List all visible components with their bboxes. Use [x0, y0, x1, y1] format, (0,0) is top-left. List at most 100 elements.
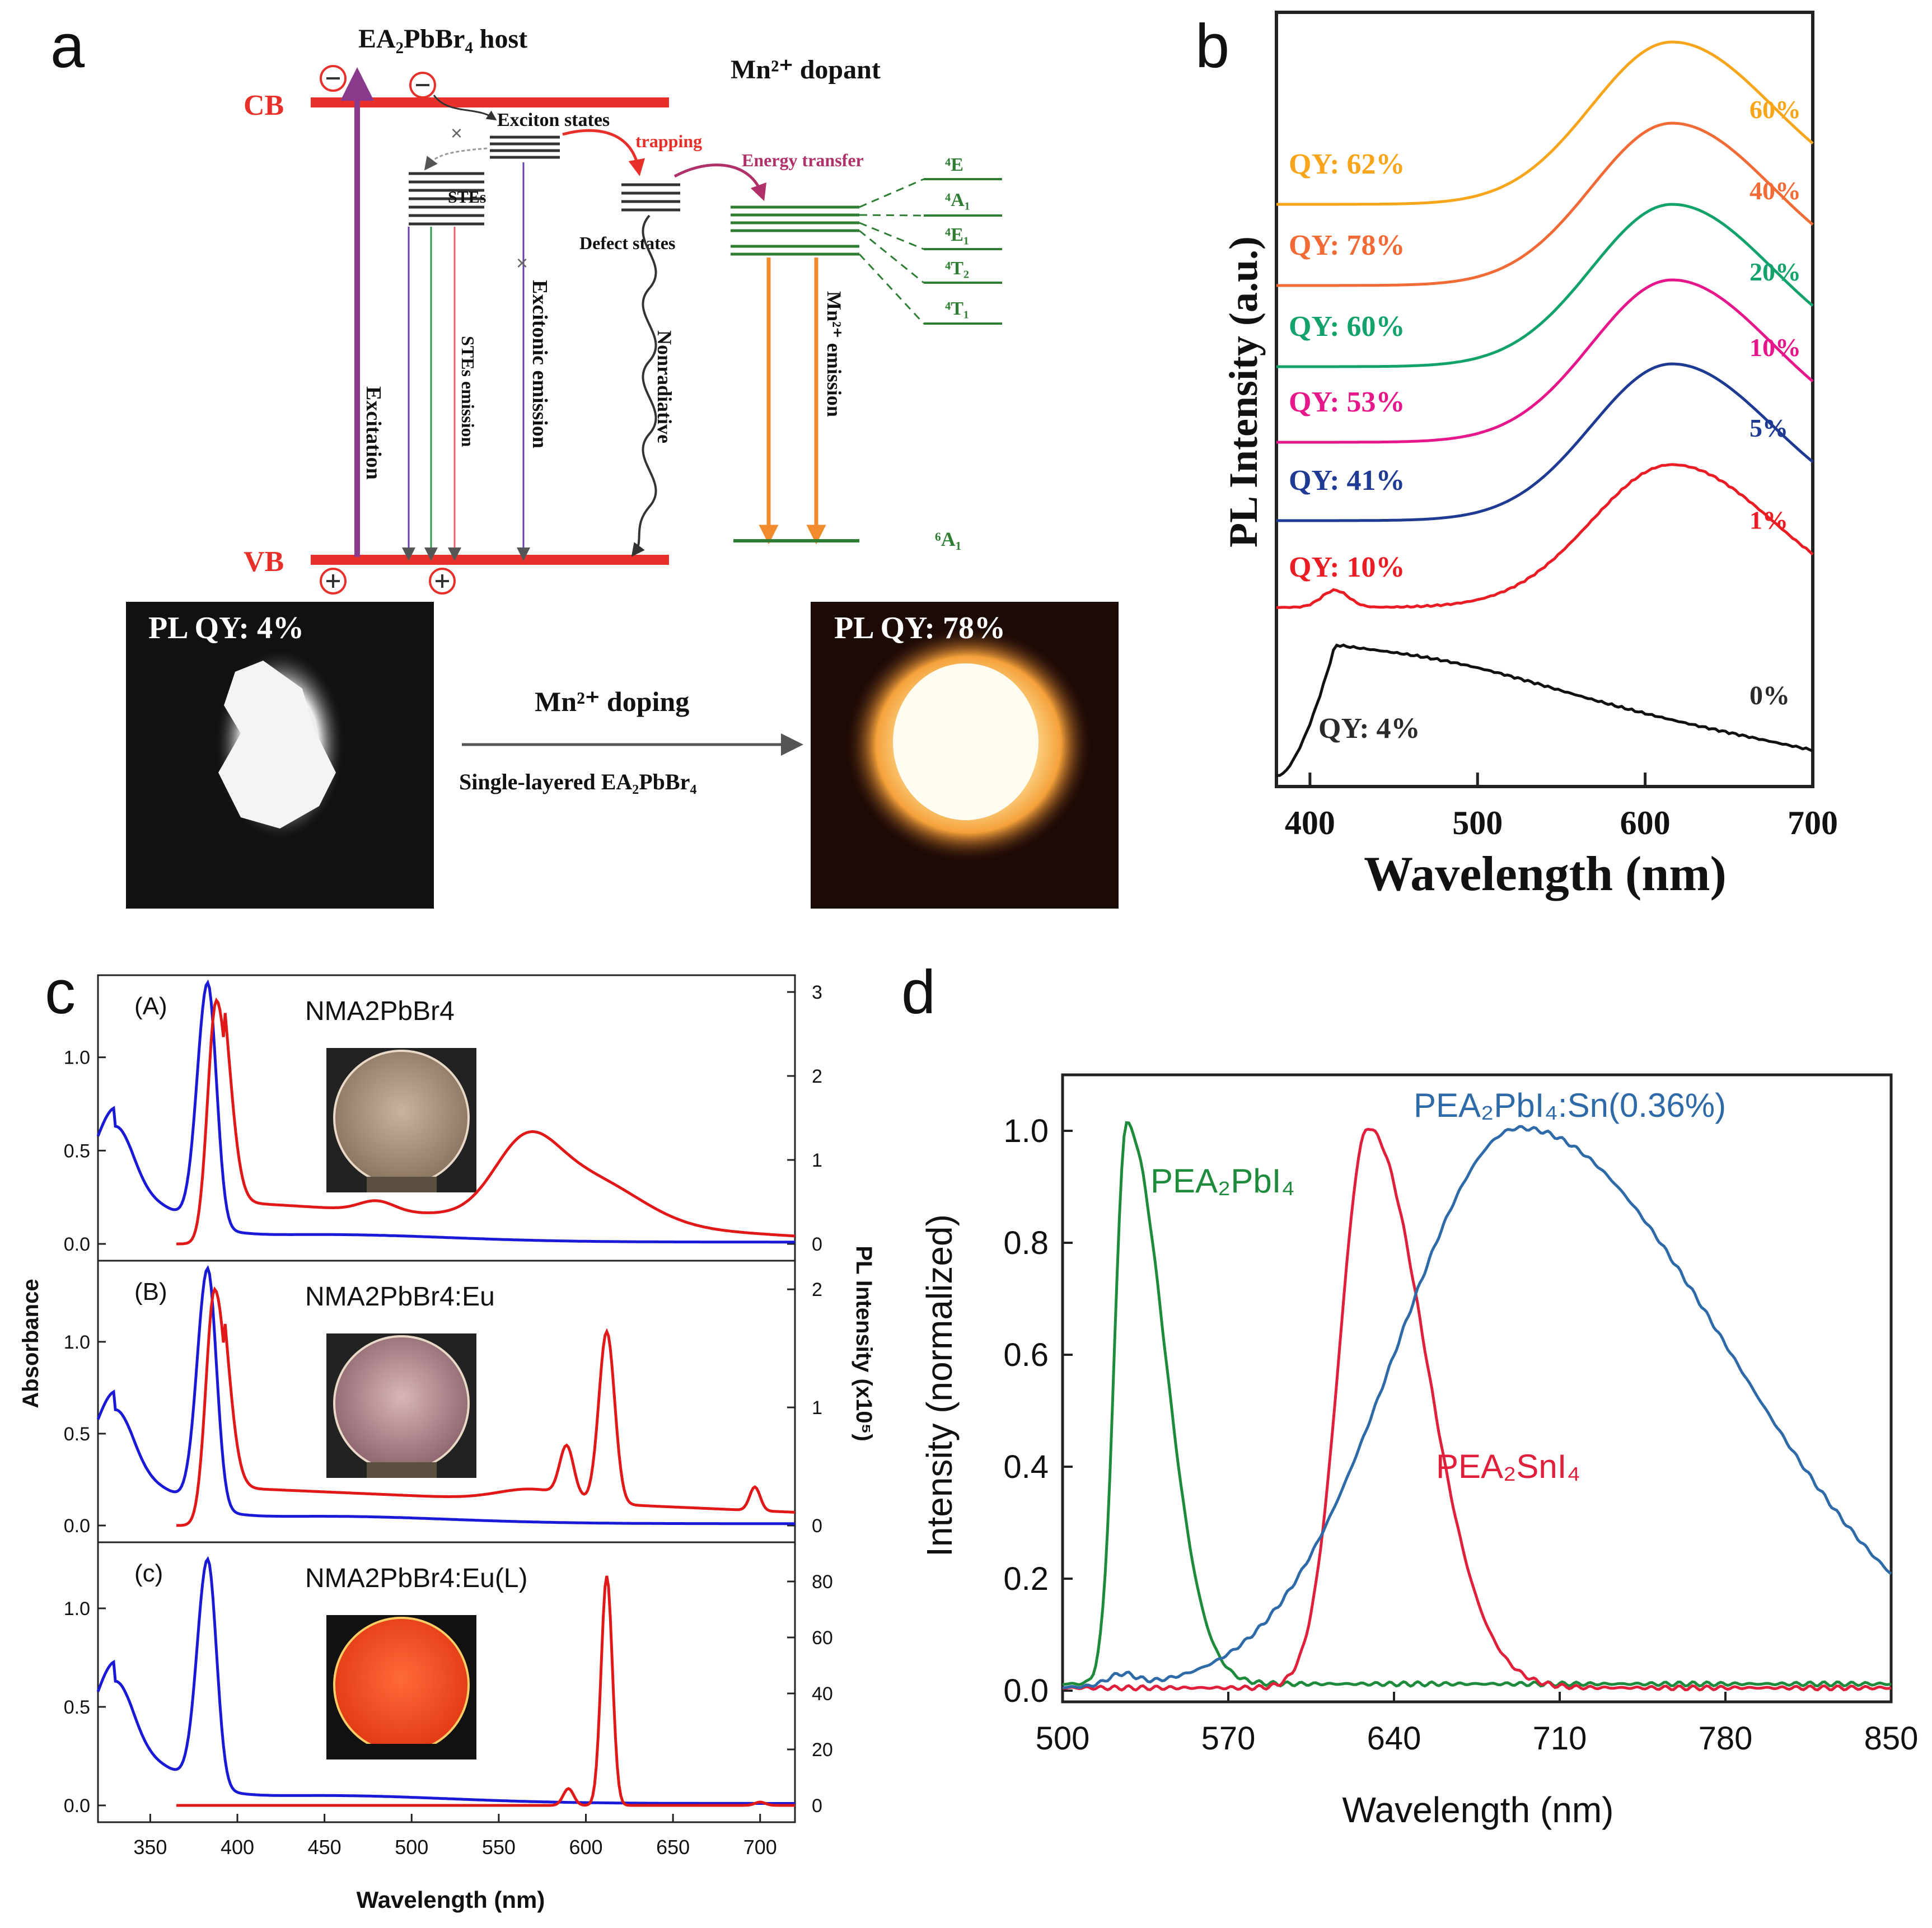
- defect-states-label: Defect states: [579, 233, 675, 253]
- xtick-label-c: 500: [395, 1836, 428, 1859]
- excitation-label: Excitation: [362, 386, 385, 480]
- y2tick-label-c: 3: [812, 982, 822, 1003]
- exciton-states: [490, 135, 560, 159]
- absorbance-line-1: [96, 1265, 795, 1525]
- panel-b: b PL Intensity (a.u.) Wavelength (nm) 40…: [1195, 11, 1838, 901]
- y2tick-label-c: 0: [812, 1795, 822, 1817]
- trapping-arrow: [562, 129, 645, 176]
- series-label-5%: 5%: [1749, 414, 1788, 442]
- excitonic-emission-label: Excitonic emission: [528, 280, 551, 448]
- ytick-label-c: 0.0: [64, 1515, 90, 1537]
- subplot-tag-c: (A): [134, 993, 167, 1020]
- series-label-60%: 60%: [1749, 95, 1801, 124]
- xtick-label-d: 570: [1201, 1720, 1256, 1757]
- mn-emission-label: Mn²⁺ emission: [823, 291, 845, 417]
- ytick-label-d: 0.4: [1003, 1449, 1049, 1485]
- vb-label: VB: [244, 546, 284, 578]
- series-label-40%: 40%: [1749, 176, 1801, 205]
- xtick-label-c: 450: [308, 1836, 342, 1859]
- level-4E: ⁴E: [945, 155, 963, 175]
- subplot-title-c: NMA2PbBr4:Eu(L): [305, 1564, 527, 1593]
- photo-doped-label: PL QY: 78%: [834, 611, 1005, 645]
- subplot-title-c: NMA2PbBr4:Eu: [305, 1282, 495, 1312]
- sample-disc-1: [333, 1335, 470, 1472]
- series-line-1%: [1276, 463, 1814, 609]
- energy-transfer-arrow: [673, 163, 766, 202]
- y2tick-label-c: 2: [812, 1066, 822, 1087]
- xtick-label-b: 500: [1452, 804, 1503, 841]
- ylabel-c-right: PL Intensity (x10⁵): [852, 1246, 876, 1441]
- level-4A1: ⁴A₁: [945, 190, 970, 210]
- y2tick-label-c: 80: [812, 1571, 833, 1593]
- xtick-label-c: 400: [221, 1836, 254, 1859]
- pl-line-1: [176, 1286, 796, 1527]
- host-label: EA₂PbBr₄ host: [358, 24, 527, 54]
- pl-line-0: [176, 997, 796, 1246]
- series-qy-40%: QY: 78%: [1289, 230, 1405, 261]
- panel-a-letter: a: [50, 12, 85, 81]
- panel-d: d Intensity (normalized) Wavelength (nm)…: [901, 958, 1918, 1830]
- y2tick-label-c: 0: [812, 1234, 822, 1255]
- absorbance-line-0: [96, 979, 795, 1244]
- xtick-label-c: 650: [656, 1836, 690, 1859]
- panel-d-letter: d: [901, 958, 935, 1027]
- xtick-label-b: 600: [1620, 804, 1671, 841]
- photo-doped: PL QY: 78%: [811, 602, 1119, 909]
- series-qy-20%: QY: 60%: [1289, 311, 1405, 343]
- ste-trapping-path: [424, 147, 488, 171]
- stes-label: STEs: [448, 188, 486, 207]
- energy-transfer-label: Energy transfer: [742, 150, 864, 170]
- xtick-label-b: 700: [1788, 804, 1838, 841]
- ytick-label-c: 0.5: [64, 1697, 90, 1718]
- ytick-label-c: 0.5: [64, 1140, 90, 1162]
- series-line-d-2: [1062, 1125, 1892, 1690]
- series-qy-1%: QY: 10%: [1289, 551, 1405, 583]
- series-line-10%: [1276, 278, 1814, 444]
- absorbance-line-2: [96, 1556, 795, 1805]
- ytick-label-c: 1.0: [64, 1047, 90, 1069]
- series-line-60%: [1276, 40, 1814, 206]
- stes-levels: [409, 172, 484, 226]
- pl-line-2: [176, 1575, 795, 1807]
- xtick-label-d: 780: [1699, 1720, 1753, 1757]
- y2tick-label-c: 2: [812, 1279, 822, 1300]
- series-labels-d: PEA₂PbI₄ PEA₂SnI₄ PEA₂PbI₄:Sn(0.36%): [1150, 1087, 1726, 1485]
- relaxation-path: [433, 95, 497, 120]
- panel-c: c 0.0 0.5 1.0 0 1 2 3 (A) NMA2PbBr4 0.0 0.5 1.0 0 1 2 (…: [18, 958, 876, 1913]
- ytick-label-d: 0.8: [1003, 1225, 1049, 1261]
- series-qy-10%: QY: 53%: [1289, 386, 1405, 418]
- series-label-0%: 0%: [1749, 681, 1790, 710]
- level-4T1: ⁴T₁: [945, 298, 969, 319]
- level-6A1: ⁶A₁: [935, 528, 962, 550]
- sample-disc-0: [333, 1050, 470, 1186]
- series-label-sn-doped: PEA₂PbI₄:Sn(0.36%): [1414, 1087, 1726, 1124]
- xtick-label-c: 550: [482, 1836, 516, 1859]
- series-labels-b: QY: 4% 0% QY: 10% 1% QY: 41% 5% QY: 53% 10% QY: …: [1289, 95, 1801, 745]
- ylabel-d: Intensity (normalized): [919, 1214, 960, 1557]
- exciton-states-label: Exciton states: [497, 110, 610, 130]
- series-line-0%: [1276, 643, 1813, 777]
- electron-icon: [409, 72, 436, 99]
- cross-icon: ×: [451, 121, 462, 144]
- series-line-d-1: [1062, 1127, 1892, 1692]
- xtick-label-d: 640: [1367, 1720, 1421, 1757]
- series-line-20%: [1276, 203, 1814, 368]
- photo-undoped: PL QY: 4%: [126, 602, 434, 909]
- ytick-label-c: 1.0: [64, 1332, 90, 1353]
- xtick-label-c: 350: [133, 1836, 167, 1859]
- level-4T2: ⁴T₂: [945, 258, 969, 279]
- y2tick-label-c: 20: [812, 1739, 833, 1761]
- xtick-label-b: 400: [1285, 804, 1335, 841]
- mn-term-levels: [924, 178, 1002, 325]
- stes-emission-label: STEs emission: [458, 336, 478, 447]
- mn-level-connectors: [858, 178, 925, 325]
- cross-icon: ×: [516, 251, 528, 274]
- hole-icon: [320, 568, 347, 595]
- series-qy-5%: QY: 41%: [1289, 465, 1405, 497]
- trapping-label: trapping: [635, 131, 702, 151]
- plot-frame-b: [1275, 11, 1814, 788]
- doping-sublabel: Single-layered EA₂PbBr₄: [459, 769, 696, 794]
- series-qy-60%: QY: 62%: [1289, 148, 1405, 180]
- series-label-20%: 20%: [1749, 258, 1801, 286]
